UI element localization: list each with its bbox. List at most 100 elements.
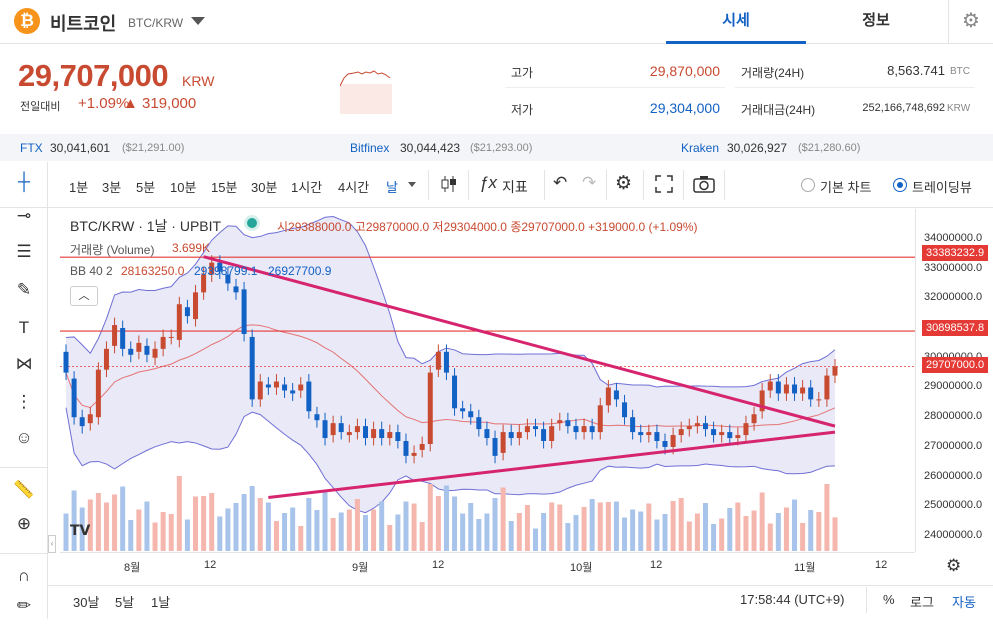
time-axis[interactable]: 8월 12 9월 12 10월 12 11월 12 [60,552,915,578]
candle-body [419,443,425,450]
settings-icon[interactable]: ⚙ [615,173,633,194]
price-chart[interactable] [60,209,915,552]
candle-body [411,452,417,456]
gear-icon[interactable]: ⚙ [948,0,993,44]
interval-5m[interactable]: 5분 [136,180,156,195]
zoom-in-icon[interactable]: ⊕ [16,514,32,533]
tradingview-radio[interactable] [893,178,907,192]
price-tick-label: 27000000.0 [924,439,983,452]
log-toggle[interactable]: 로그 [910,595,934,610]
volume-bar [832,517,838,551]
interval-dropdown-icon[interactable] [408,182,416,187]
price-tick-label: 28000000.0 [924,410,983,423]
candle-body [565,420,571,427]
pencil-icon[interactable]: ✏ [16,596,32,615]
bb-lower-value: 26927700.9 [268,264,332,278]
bollinger-band-fill [66,216,835,513]
volume-bar [152,522,158,551]
ohlc-values: 시29388000.0 고29870000.0 저29304000.0 종297… [277,220,698,234]
candle-body [265,384,271,388]
candle-type-icon[interactable] [439,174,459,194]
candle-body [508,432,514,439]
volume-bar [95,493,101,551]
coin-name[interactable]: 비트코인 [50,14,117,34]
tradingview-label[interactable]: 트레이딩뷰 [912,180,972,195]
candle-body [524,426,530,433]
camera-icon[interactable] [693,175,715,193]
fib-icon[interactable]: ☰ [16,242,32,261]
volume-bar [201,496,207,551]
pattern-icon[interactable]: ⋈ [15,354,33,373]
interval-1h[interactable]: 1시간 [291,180,323,195]
volume-bar [694,513,700,551]
basic-chart-label[interactable]: 기본 차트 [820,180,872,195]
trade-amount-label: 거래대금(24H) [741,103,816,117]
scroll-left-icon[interactable]: ‹ [48,535,56,553]
crosshair-icon[interactable]: ┼ [17,172,31,191]
trend-line-icon[interactable]: ⊸ [16,206,32,225]
chevron-down-icon[interactable] [191,17,205,25]
volume-bar [686,521,692,551]
volume-bar [136,509,142,551]
volume-bar [460,513,466,551]
interval-3m[interactable]: 3분 [102,180,122,195]
exchange-kraken-usd: ($21,280.60) [798,142,861,154]
interval-day[interactable]: 날 [386,180,398,195]
range-30d[interactable]: 30날 [73,595,100,610]
candle-body [767,381,773,391]
auto-toggle[interactable]: 자동 [952,595,976,610]
candle-body [549,426,555,441]
tab-info[interactable]: 정보 [862,12,890,29]
prediction-icon[interactable]: ⋮ [15,392,33,411]
interval-10m[interactable]: 10분 [170,180,197,195]
exchange-bitfinex-name[interactable]: Bitfinex [350,141,390,155]
volume-bar [452,496,458,551]
volume-bar [395,514,401,551]
volume-bar [702,503,708,551]
candle-body [298,384,304,391]
volume-bar [273,521,279,551]
brush-icon[interactable]: ✎ [16,280,32,299]
volume-bar [719,518,725,551]
candle-body [103,348,109,370]
volume-bar [605,502,611,551]
ruler-icon[interactable]: 📏 [13,480,35,499]
candle-body [719,432,725,436]
volume-bar [184,519,190,551]
interval-1m[interactable]: 1분 [69,180,89,195]
volume-bar [662,514,668,551]
volume-bar [176,476,182,551]
candle-body [816,399,822,401]
interval-30m[interactable]: 30분 [251,180,278,195]
exchange-kraken-name[interactable]: Kraken [681,141,720,155]
magnet-icon[interactable]: ∩ [17,566,31,585]
text-icon[interactable]: T [18,318,30,337]
percent-toggle[interactable]: % [883,592,895,607]
interval-15m[interactable]: 15분 [211,180,238,195]
indicator-button[interactable]: 지표 [502,179,528,195]
tab-quote[interactable]: 시세 [666,0,806,44]
range-1d[interactable]: 1날 [151,595,171,610]
undo-icon[interactable]: ↶ [553,173,568,192]
bitcoin-icon: ₿ [14,8,40,34]
redo-icon[interactable]: ↷ [582,173,597,192]
interval-4h[interactable]: 4시간 [338,180,370,195]
chart-settings-icon[interactable]: ⚙ [946,556,962,575]
range-5d[interactable]: 5날 [115,595,135,610]
candle-body [395,432,401,441]
exchange-ftx-name[interactable]: FTX [20,141,43,155]
basic-chart-radio[interactable] [801,178,815,192]
candle-body [79,417,85,427]
volume-bar [541,513,547,551]
bollinger-upper-line [65,216,836,388]
volume-bar [508,521,514,551]
toolbar-divider [643,170,644,200]
coin-pair[interactable]: BTC/KRW [128,16,184,30]
emoji-icon[interactable]: ☺ [15,428,33,447]
volume-bar [646,503,652,551]
collapse-legend-button[interactable]: ︿ [70,286,98,306]
market-status-dot [247,218,257,228]
fullscreen-icon[interactable] [655,175,673,193]
indicator-icon[interactable]: ƒx [479,173,497,192]
chart-symbol: BTC/KRW · 1날 · UPBIT [70,218,222,234]
